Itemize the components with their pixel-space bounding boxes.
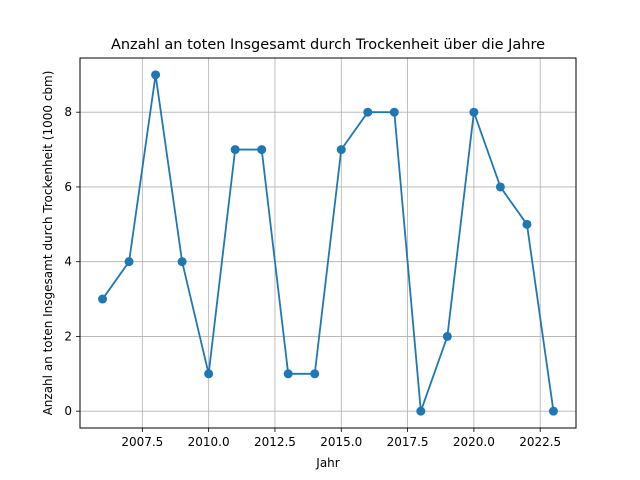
x-axis: 2007.5 2010.0 2012.5 2015.0 2017.5 2020.0 2022… [121, 428, 561, 449]
data-point-marker [177, 257, 187, 267]
data-point-marker [257, 145, 267, 155]
y-tick-label: 8 [64, 105, 72, 119]
y-axis-label: Anzahl an toten Insgesamt durch Trockenh… [41, 71, 55, 416]
x-tick-label: 2010.0 [188, 435, 230, 449]
x-tick-label: 2020.0 [453, 435, 495, 449]
y-tick-label: 0 [64, 404, 72, 418]
data-point-marker [495, 182, 505, 192]
series [98, 70, 558, 416]
data-point-marker [416, 406, 426, 416]
data-point-marker [522, 219, 532, 229]
y-tick-label: 4 [64, 255, 72, 269]
x-tick-label: 2017.5 [387, 435, 429, 449]
data-point-marker [283, 369, 293, 379]
y-tick-label: 6 [64, 180, 72, 194]
data-point-marker [230, 145, 240, 155]
series-line [101, 73, 555, 413]
data-point-marker [98, 294, 108, 304]
y-axis: 0 2 4 6 8 [64, 105, 80, 418]
data-point-marker [548, 406, 558, 416]
x-tick-label: 2015.0 [320, 435, 362, 449]
data-point-marker [204, 369, 214, 379]
chart-title: Anzahl an toten Insgesamt durch Trockenh… [111, 37, 545, 53]
data-point-marker [124, 257, 134, 267]
x-tick-label: 2022.5 [519, 435, 561, 449]
x-tick-label: 2012.5 [254, 435, 296, 449]
data-point-marker [442, 331, 452, 341]
data-point-marker [336, 145, 346, 155]
y-tick-label: 2 [64, 329, 72, 343]
data-point-marker [389, 107, 399, 117]
plot-area-frame [79, 57, 577, 429]
x-axis-label: Jahr [315, 456, 339, 470]
data-point-marker [469, 107, 479, 117]
x-tick-label: 2007.5 [121, 435, 163, 449]
data-point-marker [363, 107, 373, 117]
data-point-marker [151, 70, 161, 80]
data-point-marker [310, 369, 320, 379]
